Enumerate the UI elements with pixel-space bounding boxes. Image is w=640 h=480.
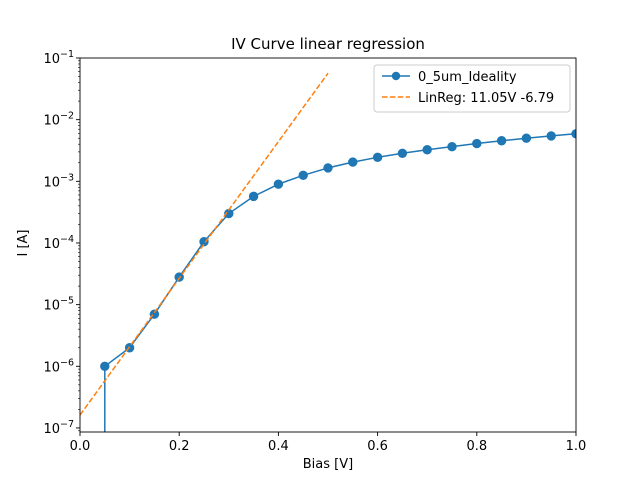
y-tick-label: 10−2 [43,111,74,129]
data-point [422,145,432,155]
legend-box [373,64,571,113]
data-point [273,179,284,189]
data-point [472,138,482,149]
data-point [248,191,259,202]
data-point [521,133,532,143]
y-tick-label: 10−6 [43,357,74,375]
x-axis-label: Bias [V] [303,457,353,472]
x-tick-label: 0.2 [169,439,190,454]
data-point [100,361,110,371]
x-tick-label: 0.4 [268,439,289,454]
plot-frame [79,57,577,433]
y-axis-label: I [A] [16,229,31,256]
data-point [496,136,507,146]
data-point [372,152,383,163]
legend-label-1: LinReg: 11.05V -6.79 [418,91,554,106]
data-point [199,236,209,247]
legend-label-0: 0_5um_Ideality [418,70,517,85]
y-tick-label: 10−7 [43,419,74,437]
y-tick-label: 10−5 [43,296,74,314]
x-tick-label: 0.6 [367,439,388,454]
x-tick-label: 1.0 [566,439,587,454]
series-line-1 [80,72,329,416]
x-tick-label: 0.0 [70,439,91,454]
data-point [397,148,408,158]
data-point [323,163,333,173]
y-tick-label: 10−3 [43,172,74,190]
data-point [447,141,457,152]
legend: 0_5um_Ideality LinReg: 11.05V -6.79 [373,64,571,113]
data-point [298,170,308,181]
legend-marker [391,71,401,81]
chart-title: IV Curve linear regression [231,35,425,53]
data-point [348,157,358,167]
x-tick-label: 0.8 [466,439,487,454]
y-tick-label: 10−4 [43,234,74,252]
y-tick-label: 10−1 [43,49,74,67]
data-point [546,131,556,141]
